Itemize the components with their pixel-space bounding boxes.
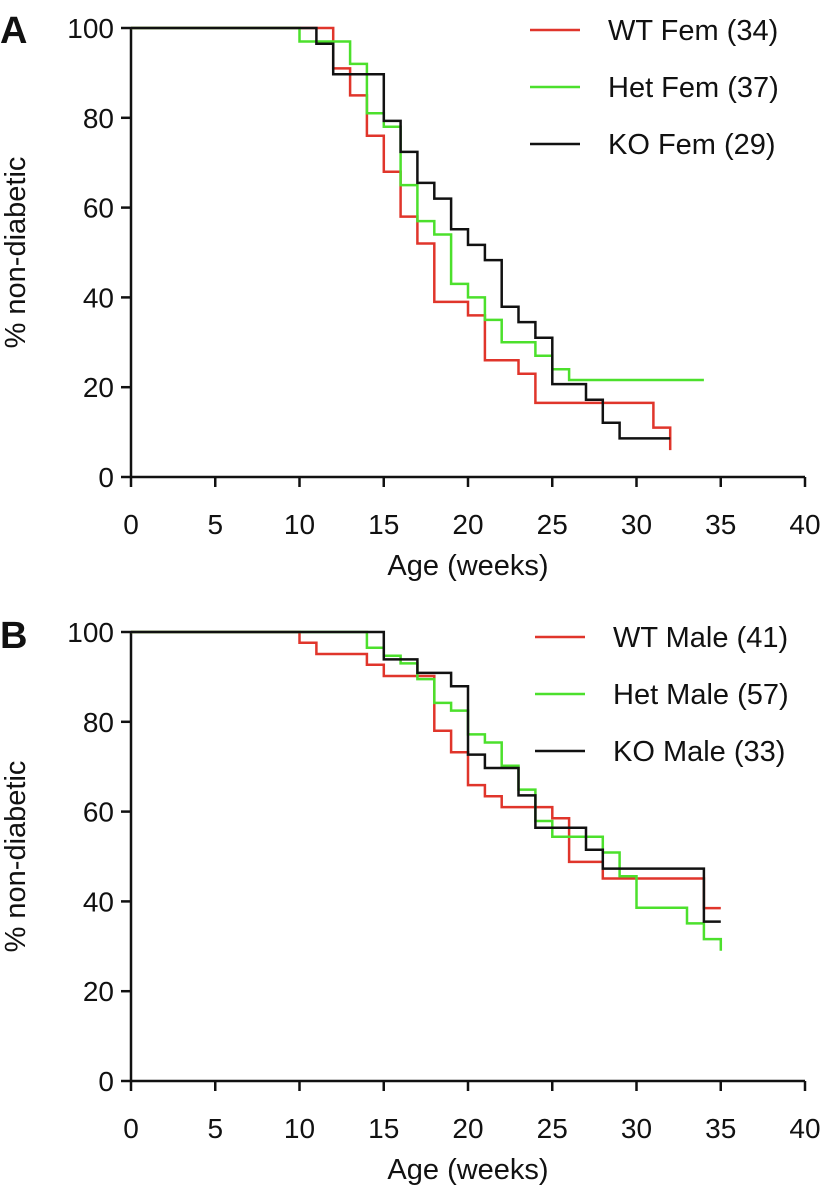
- x-tick-label: 0: [123, 509, 139, 540]
- legend-label: Het Fem (37): [608, 72, 779, 104]
- x-tick-label: 40: [789, 1113, 820, 1144]
- legend-label: WT Male (41): [613, 622, 788, 654]
- legend-item-het: Het Fem (37): [530, 72, 779, 104]
- x-tick-label: 15: [368, 1113, 399, 1144]
- y-tick-label: 40: [83, 886, 114, 917]
- legend-item-wt: WT Fem (34): [530, 15, 778, 47]
- y-tick-label: 60: [83, 193, 114, 224]
- y-axis-title: % non-diabetic: [0, 761, 32, 953]
- x-tick-label: 5: [207, 1113, 223, 1144]
- x-tick-label: 20: [452, 1113, 483, 1144]
- y-tick-label: 100: [67, 13, 114, 44]
- x-tick-label: 20: [452, 509, 483, 540]
- panel-letter: B: [0, 615, 27, 657]
- series-line-het: [131, 630, 723, 951]
- legend-item-ko: KO Male (33): [535, 736, 785, 768]
- legend-label: Het Male (57): [613, 679, 789, 711]
- y-tick-label: 0: [98, 462, 114, 493]
- series-line-ko: [131, 630, 721, 923]
- y-axis-title: % non-diabetic: [0, 157, 32, 349]
- legend-label: KO Male (33): [613, 736, 785, 768]
- x-tick-label: 35: [705, 509, 736, 540]
- x-tick-label: 40: [789, 509, 820, 540]
- y-tick-label: 100: [67, 617, 114, 648]
- legend-item-ko: KO Fem (29): [530, 129, 776, 161]
- series-line-ko: [131, 26, 671, 440]
- x-axis-title: Age (weeks): [387, 550, 548, 582]
- x-tick-label: 15: [368, 509, 399, 540]
- panel-a: A 0 20 40 60 80 100 0 5 10 15 20 25 30 35 40 Age (weeks)…: [0, 10, 821, 582]
- legend-item-wt: WT Male (41): [535, 622, 788, 654]
- series-line-wt: [131, 26, 672, 451]
- panel-b: B 0 20 40 60 80 100 0 5 10 15 20 25 30 35 40 Age (weeks)…: [0, 615, 821, 1186]
- y-tick-label: 20: [83, 976, 114, 1007]
- legend-item-het: Het Male (57): [535, 679, 789, 711]
- x-tick-label: 10: [284, 509, 315, 540]
- y-tick-label: 0: [98, 1066, 114, 1097]
- x-tick-label: 5: [207, 509, 223, 540]
- y-tick-label: 80: [83, 707, 114, 738]
- x-tick-label: 30: [621, 1113, 652, 1144]
- series-line-het: [131, 26, 704, 382]
- x-tick-label: 0: [123, 1113, 139, 1144]
- y-tick-label: 40: [83, 282, 114, 313]
- legend-label: KO Fem (29): [608, 129, 776, 161]
- y-tick-label: 60: [83, 797, 114, 828]
- y-tick-label: 20: [83, 372, 114, 403]
- x-tick-label: 25: [537, 509, 568, 540]
- x-tick-label: 10: [284, 1113, 315, 1144]
- x-tick-label: 25: [537, 1113, 568, 1144]
- x-tick-label: 30: [621, 509, 652, 540]
- panel-letter: A: [0, 10, 27, 52]
- y-tick-label: 80: [83, 103, 114, 134]
- x-tick-label: 35: [705, 1113, 736, 1144]
- x-axis-title: Age (weeks): [387, 1154, 548, 1186]
- legend-label: WT Fem (34): [608, 15, 778, 47]
